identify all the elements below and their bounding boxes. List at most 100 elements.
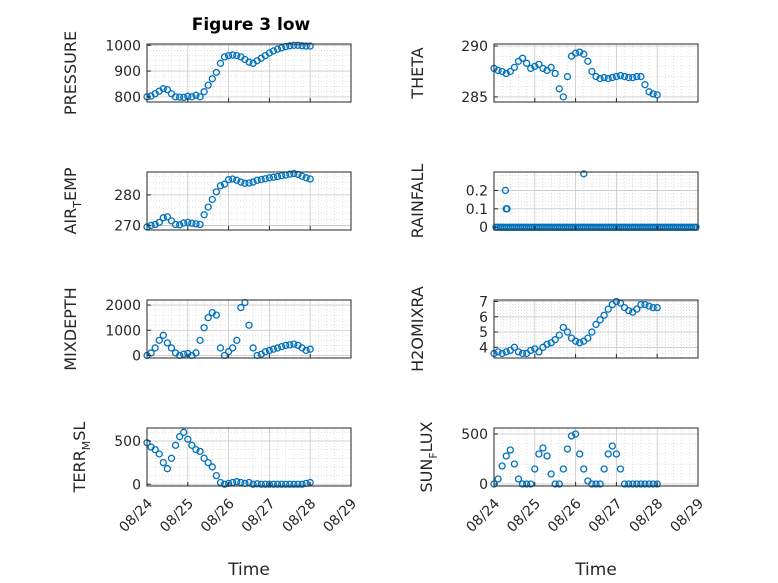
- data-series: [490, 48, 661, 101]
- data-point: [294, 41, 302, 49]
- y-tick-label: 900: [114, 64, 141, 80]
- data-point: [249, 480, 257, 488]
- y-tick-label: 290: [461, 39, 488, 55]
- data-point: [527, 64, 535, 73]
- data-point: [522, 480, 531, 488]
- data-point: [527, 346, 535, 355]
- data-point: [212, 188, 221, 196]
- data-point: [576, 339, 584, 347]
- data-point: [216, 344, 225, 352]
- data-point: [588, 67, 596, 76]
- data-point: [576, 450, 584, 458]
- data-point: [159, 458, 167, 467]
- y-tick-label: 0.1: [466, 202, 488, 218]
- data-point: [298, 42, 306, 50]
- data-point: [237, 303, 245, 312]
- data-point: [612, 72, 621, 81]
- y-tick-label: 500: [461, 427, 488, 443]
- data-point: [498, 349, 506, 358]
- data-point: [163, 213, 172, 221]
- data-point: [547, 63, 555, 72]
- data-point: [596, 74, 604, 83]
- data-point: [208, 195, 216, 204]
- data-point: [494, 475, 502, 483]
- data-point: [273, 45, 282, 53]
- y-tick-label: 1000: [105, 323, 141, 339]
- data-point: [245, 58, 253, 66]
- x-tick-label: 08/29: [667, 496, 707, 536]
- data-point: [539, 444, 547, 452]
- data-point: [645, 480, 653, 488]
- data-point: [624, 73, 633, 82]
- data-point: [159, 331, 167, 339]
- data-point: [637, 72, 645, 81]
- y-axis-label: H2OMIXRA: [408, 286, 427, 372]
- data-point: [286, 480, 294, 488]
- x-tick-label: 08/27: [586, 496, 626, 536]
- data-point: [502, 69, 510, 78]
- data-point: [641, 480, 649, 488]
- plot-area: [147, 300, 351, 358]
- data-point: [290, 41, 298, 49]
- data-point: [302, 174, 310, 182]
- data-point: [224, 175, 233, 184]
- data-point: [192, 349, 200, 357]
- data-point: [555, 480, 563, 488]
- data-point: [588, 480, 596, 488]
- data-point: [535, 450, 543, 458]
- data-point: [196, 220, 204, 229]
- data-point: [159, 84, 167, 93]
- data-point: [551, 69, 559, 78]
- data-point: [286, 170, 294, 178]
- data-point: [584, 57, 592, 65]
- data-point: [233, 176, 241, 184]
- data-point: [294, 480, 302, 488]
- axes-box: [146, 43, 352, 103]
- data-point: [494, 66, 502, 75]
- data-point: [245, 321, 253, 329]
- data-point: [641, 81, 649, 89]
- data-point: [518, 54, 527, 62]
- data-point: [233, 478, 241, 486]
- data-point: [282, 341, 290, 350]
- data-point: [576, 48, 584, 56]
- data-point: [527, 480, 535, 488]
- data-point: [286, 42, 294, 50]
- data-point: [551, 336, 559, 344]
- data-point: [269, 173, 278, 181]
- data-point: [518, 480, 527, 488]
- data-point: [535, 60, 543, 69]
- data-point: [506, 446, 514, 454]
- data-point: [571, 49, 580, 57]
- data-point: [220, 180, 229, 188]
- y-tick-label: 285: [461, 90, 488, 106]
- data-point: [498, 67, 506, 76]
- data-point: [208, 463, 216, 471]
- data-point: [192, 445, 200, 454]
- y-tick-label: 0: [132, 348, 141, 364]
- y-tick-label: 6: [479, 310, 488, 326]
- y-tick-label: 7: [479, 295, 488, 311]
- data-point: [502, 452, 510, 460]
- data-point: [612, 297, 621, 306]
- data-point: [596, 316, 604, 324]
- data-point: [503, 205, 511, 213]
- data-point: [563, 445, 572, 453]
- data-point: [306, 345, 314, 353]
- data-point: [204, 458, 212, 467]
- data-point: [265, 49, 274, 57]
- data-point: [302, 346, 310, 355]
- data-point: [649, 480, 657, 488]
- data-point: [216, 182, 225, 190]
- data-point: [261, 175, 269, 183]
- data-point: [559, 93, 568, 101]
- data-point: [551, 480, 559, 488]
- data-point: [212, 68, 221, 77]
- data-point: [604, 305, 612, 313]
- x-tick-label: 08/26: [545, 496, 585, 536]
- data-point: [155, 336, 163, 344]
- data-point: [306, 175, 314, 183]
- axes-box: [493, 171, 699, 231]
- data-point: [510, 63, 519, 72]
- panel-theta: 285 290 THETA: [408, 39, 699, 106]
